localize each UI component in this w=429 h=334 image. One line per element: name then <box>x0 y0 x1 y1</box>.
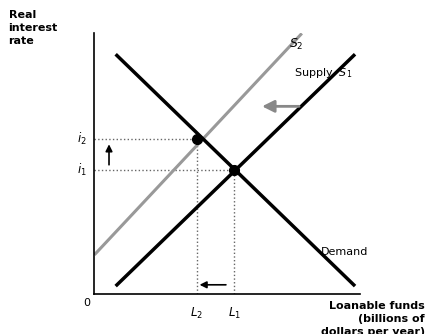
Text: $S_2$: $S_2$ <box>289 37 304 52</box>
Text: $i_2$: $i_2$ <box>77 131 86 147</box>
Text: $i_1$: $i_1$ <box>77 162 86 178</box>
Text: $L_1$: $L_1$ <box>227 306 241 321</box>
Text: Real
interest
rate: Real interest rate <box>9 10 58 46</box>
Text: Loanable funds
(billions of
dollars per year): Loanable funds (billions of dollars per … <box>320 301 425 334</box>
Text: Supply, $S_1$: Supply, $S_1$ <box>294 66 352 80</box>
Text: Demand: Demand <box>320 247 368 257</box>
Text: 0: 0 <box>83 298 90 308</box>
Text: $L_2$: $L_2$ <box>190 306 203 321</box>
